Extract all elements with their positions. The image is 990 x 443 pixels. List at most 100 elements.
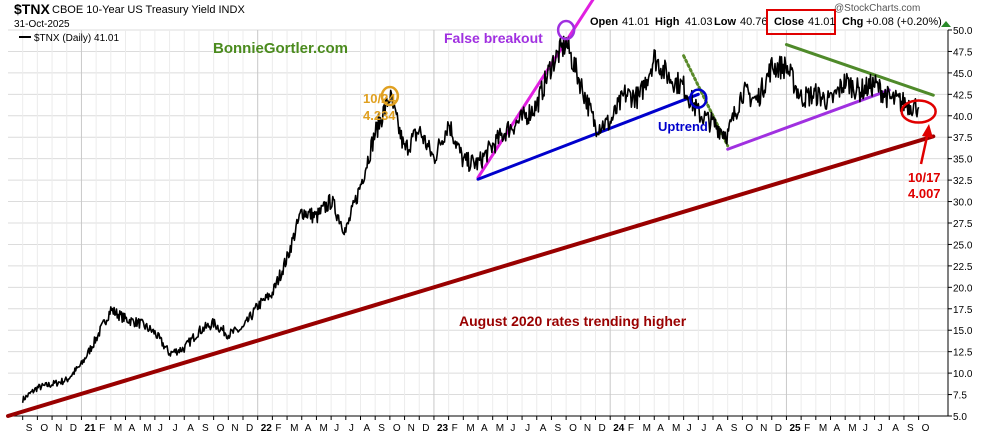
trendline-green-line	[784, 43, 935, 97]
x-tick-label: J	[510, 423, 515, 434]
x-tick-label: N	[408, 423, 415, 434]
y-axis: 5.0 7.5 10.0 12.5 15.0 17.5 20.0 22.5 25.0 27.5 30…	[947, 26, 973, 423]
x-tick-label: N	[231, 423, 238, 434]
trendline-blue	[476, 92, 700, 181]
x-tick-label: S	[554, 423, 561, 434]
x-tick-label: M	[143, 423, 151, 434]
price-line	[21, 35, 920, 403]
trendline-purple	[726, 88, 891, 151]
low-value-label: 4.007	[908, 186, 941, 201]
x-tick-label: J	[687, 423, 692, 434]
legend-label: $TNX (Daily) 41.01	[34, 33, 119, 44]
y-tick-label: 45.0	[953, 69, 973, 80]
x-tick-label: J	[701, 423, 706, 434]
x-tick-label: J	[158, 423, 163, 434]
low-date-label: 10/17	[908, 170, 941, 185]
x-tick-label: D	[70, 423, 77, 434]
high-label: High	[655, 16, 680, 28]
marker-purple	[556, 19, 576, 41]
x-tick-label: O	[217, 423, 225, 434]
x-tick-label: S	[731, 423, 738, 434]
x-tick-label: O	[569, 423, 577, 434]
x-tick-label: F	[99, 423, 105, 434]
chg-value: +0.08 (+0.20%)	[866, 16, 942, 28]
x-tick-label: M	[672, 423, 680, 434]
y-tick-label: 50.0	[953, 26, 973, 37]
watermark: @StockCharts.com	[834, 3, 920, 14]
x-tick-label: A	[834, 423, 841, 434]
x-tick-label: S	[202, 423, 209, 434]
long-trend-label: August 2020 rates trending higher	[459, 313, 687, 329]
x-tick-label: A	[716, 423, 723, 434]
x-tick-label: O	[393, 423, 401, 434]
marker-red	[900, 99, 937, 124]
x-axis: S O N D 21 F M A M J J A S O N D 22 F M A M J J A S O N D 23 F M A M J J A S…	[8, 415, 948, 434]
chg-label: Chg	[842, 16, 863, 28]
x-tick-label: N	[55, 423, 62, 434]
y-tick-label: 22.5	[953, 262, 973, 273]
x-tick-label: S	[26, 423, 33, 434]
x-tick-label: D	[775, 423, 782, 434]
low-label: Low	[714, 16, 736, 28]
trendline-magenta	[476, 0, 595, 180]
x-tick-label: J	[334, 423, 339, 434]
high-value: 41.03	[685, 16, 713, 28]
x-tick-label: A	[657, 423, 664, 434]
x-tick-label: F	[804, 423, 810, 434]
close-label: Close	[774, 16, 804, 28]
x-tick-label: A	[540, 423, 547, 434]
y-tick-label: 25.0	[953, 240, 973, 251]
trendlines	[6, 0, 936, 418]
y-tick-label: 32.5	[953, 176, 973, 187]
x-tick-label: A	[187, 423, 194, 434]
x-tick-label: J	[878, 423, 883, 434]
x-tick-label: M	[319, 423, 327, 434]
y-tick-label: 27.5	[953, 219, 973, 230]
y-tick-label: 7.5	[953, 391, 967, 402]
x-tick-label: M	[643, 423, 651, 434]
x-tick-label: D	[422, 423, 429, 434]
low-value: 40.76	[740, 16, 768, 28]
x-tick-label: M	[496, 423, 504, 434]
x-tick-label: S	[378, 423, 385, 434]
x-tick-label: M	[114, 423, 122, 434]
y-tick-label: 15.0	[953, 326, 973, 337]
marker-orange	[380, 85, 400, 107]
x-tick-label: N	[760, 423, 767, 434]
x-tick-label: M	[848, 423, 856, 434]
close-highlight-box	[766, 9, 836, 35]
y-tick-label: 37.5	[953, 133, 973, 144]
grid	[8, 29, 948, 417]
x-tick-label: D	[599, 423, 606, 434]
up-arrow-icon	[941, 21, 951, 27]
y-tick-label: 35.0	[953, 155, 973, 166]
x-tick-label: 23	[437, 423, 449, 434]
y-tick-label: 5.0	[953, 412, 967, 423]
chart-date: 31-Oct-2025	[14, 19, 70, 30]
close-value: 41.01	[808, 16, 836, 28]
x-tick-label: D	[246, 423, 253, 434]
ohlc-readout: Open 41.01 High 41.03 Low 40.76 Close 41…	[590, 9, 942, 35]
markers	[380, 19, 937, 124]
y-tick-label: 12.5	[953, 348, 973, 359]
x-tick-label: A	[892, 423, 899, 434]
x-tick-label: 24	[613, 423, 625, 434]
x-tick-label: 21	[84, 423, 96, 434]
x-tick-label: M	[466, 423, 474, 434]
x-tick-label: O	[40, 423, 48, 434]
x-tick-label: O	[922, 423, 930, 434]
open-label: Open	[590, 16, 618, 28]
x-tick-label: M	[290, 423, 298, 434]
x-tick-label: A	[305, 423, 312, 434]
x-tick-label: M	[819, 423, 827, 434]
red-arrow-icon	[919, 124, 933, 165]
x-tick-label: S	[907, 423, 914, 434]
oct-high-value: 4.234	[363, 108, 396, 123]
uptrend-label: Uptrend	[658, 119, 708, 134]
marker-blue	[689, 88, 708, 109]
x-tick-label: O	[745, 423, 753, 434]
x-tick-label: J	[349, 423, 354, 434]
x-tick-label: N	[584, 423, 591, 434]
